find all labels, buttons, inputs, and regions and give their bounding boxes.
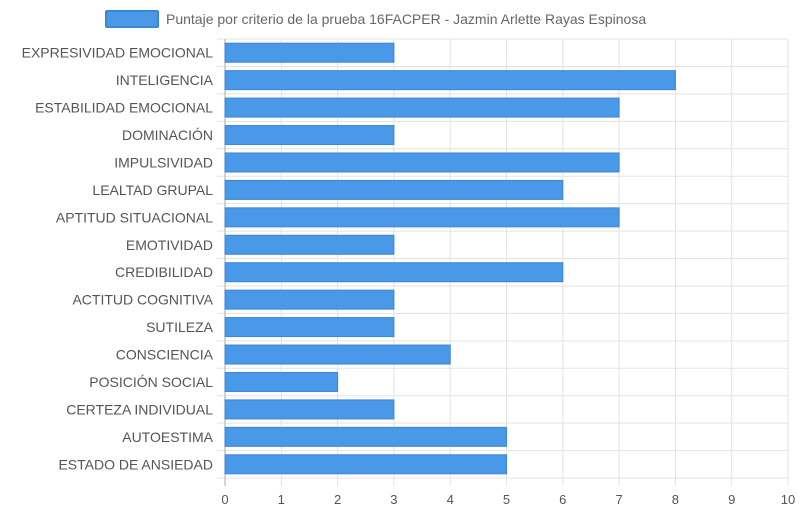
category-label: CREDIBILIDAD [115,264,213,280]
category-label: EMOTIVIDAD [126,237,213,253]
x-tick-label: 4 [447,492,454,507]
x-tick-label: 6 [559,492,566,507]
x-tick-label: 3 [390,492,397,507]
bar[interactable] [224,70,676,91]
bar[interactable] [224,125,395,146]
bar[interactable] [224,179,564,200]
bar[interactable] [224,42,395,63]
legend-label: Puntaje por criterio de la prueba 16FACP… [166,11,646,27]
x-tick-label: 0 [221,492,228,507]
legend-swatch [105,10,159,28]
category-label: DOMINACIÓN [122,127,213,143]
x-tick-label: 8 [672,492,679,507]
x-tick-label: 5 [503,492,510,507]
x-tick-label: 9 [728,492,735,507]
category-label: EXPRESIVIDAD EMOCIONAL [22,45,214,61]
bar[interactable] [224,371,339,392]
category-label: IMPULSIVIDAD [114,154,213,170]
bar[interactable] [224,426,507,447]
category-label: AUTOESTIMA [122,429,213,445]
chart-legend[interactable]: Puntaje por criterio de la prueba 16FACP… [105,10,646,28]
category-label: ACTITUD COGNITIVA [72,292,213,308]
bar[interactable] [224,234,395,255]
category-label: POSICIÓN SOCIAL [89,374,213,390]
bar[interactable] [224,289,395,310]
bar[interactable] [224,344,451,365]
bar[interactable] [224,152,620,173]
category-labels: EXPRESIVIDAD EMOCIONAL INTELIGENCIA ESTABI… [22,45,214,473]
category-label: ESTABILIDAD EMOCIONAL [35,100,213,116]
bar[interactable] [224,317,395,338]
x-tick-labels: 0 1 2 3 4 5 6 7 8 9 10 [221,492,795,507]
bar[interactable] [224,97,620,118]
category-label: CERTEZA INDIVIDUAL [66,401,213,417]
bar[interactable] [224,262,564,283]
x-tick-label: 1 [278,492,285,507]
x-tick-label: 10 [781,492,795,507]
category-label: LEALTAD GRUPAL [92,182,213,198]
bar[interactable] [224,399,395,420]
bar[interactable] [224,454,507,475]
category-label: APTITUD SITUACIONAL [56,209,213,225]
bar[interactable] [224,207,620,228]
category-label: SUTILEZA [146,319,214,335]
category-label: ESTADO DE ANSIEDAD [58,456,213,472]
category-label: CONSCIENCIA [116,347,214,363]
category-label: INTELIGENCIA [116,72,214,88]
x-tick-label: 7 [615,492,622,507]
x-tick-label: 2 [334,492,341,507]
bars [224,42,676,475]
